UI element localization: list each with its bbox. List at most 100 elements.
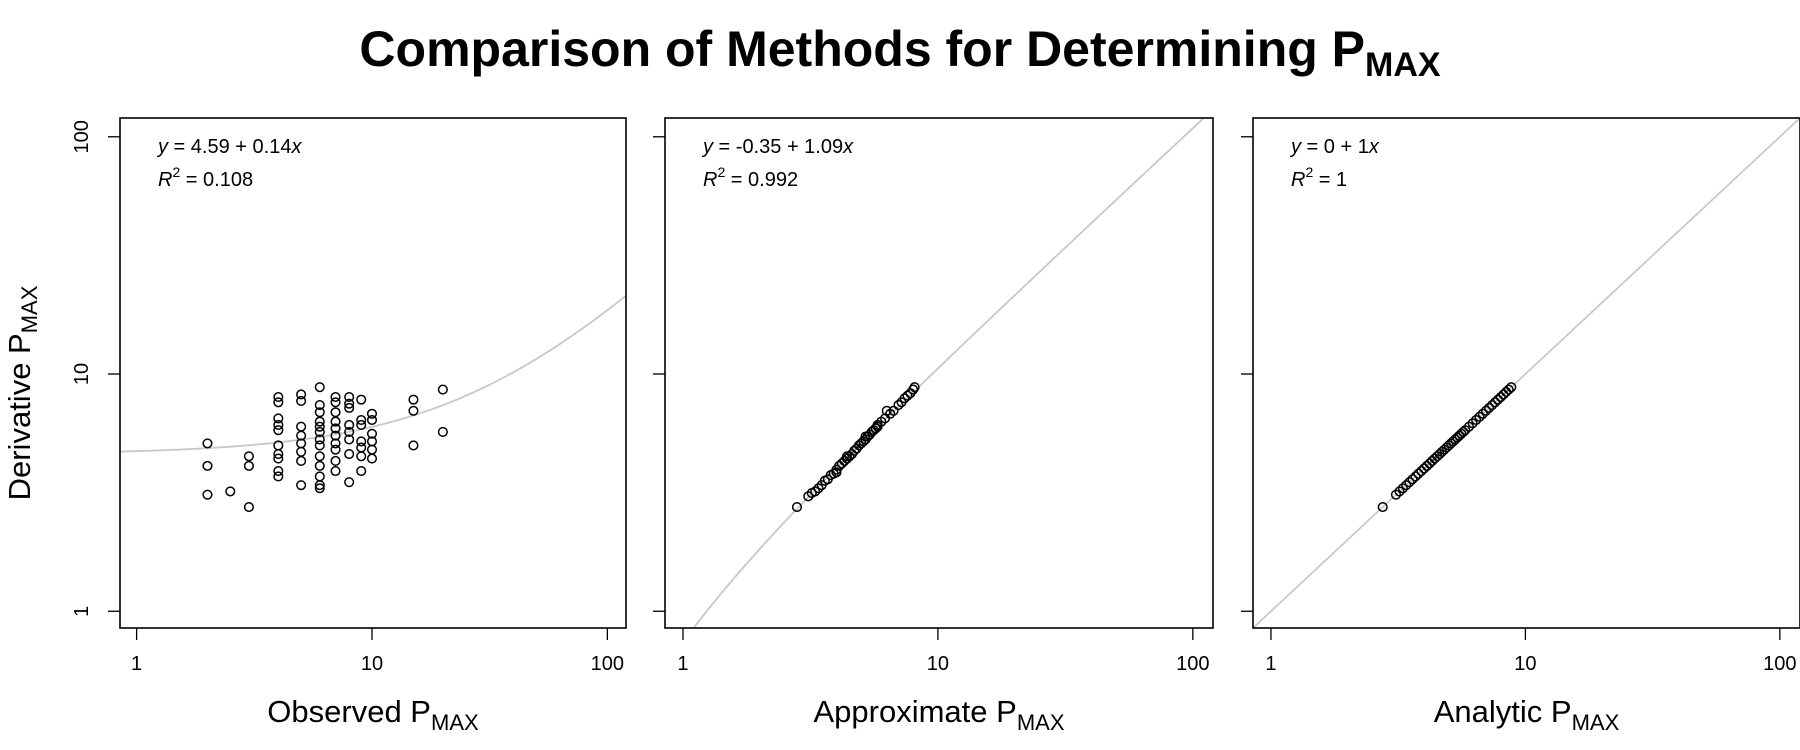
equation-y: y bbox=[1289, 136, 1302, 158]
data-point bbox=[273, 425, 284, 436]
data-point bbox=[356, 465, 367, 477]
equation-equals: = bbox=[1301, 136, 1324, 158]
data-point bbox=[841, 451, 853, 462]
data-point bbox=[1490, 397, 1501, 408]
data-point bbox=[1474, 411, 1485, 422]
equation-y: y bbox=[701, 136, 714, 158]
data-point bbox=[296, 395, 307, 407]
data-point bbox=[1419, 463, 1430, 474]
data-point bbox=[1506, 382, 1517, 393]
data-point bbox=[344, 398, 355, 409]
x-tick-label: 1 bbox=[131, 653, 142, 675]
data-point bbox=[273, 448, 284, 460]
y-tick-label: 1 bbox=[71, 606, 93, 617]
data-point bbox=[356, 394, 367, 405]
title-subscript: MAX bbox=[1365, 46, 1441, 84]
data-points bbox=[202, 382, 448, 513]
data-point bbox=[344, 448, 355, 460]
data-point bbox=[885, 408, 896, 419]
data-point bbox=[791, 501, 803, 513]
data-point bbox=[1471, 414, 1482, 426]
data-point bbox=[909, 382, 920, 393]
x-tick-label: 100 bbox=[1176, 653, 1209, 675]
x-tick-label: 10 bbox=[361, 653, 383, 675]
r-squared: R2 = 1 bbox=[1291, 164, 1347, 191]
data-point bbox=[296, 389, 307, 400]
r-squared-value: 0.108 bbox=[203, 169, 253, 191]
data-point bbox=[225, 486, 236, 497]
data-point bbox=[344, 419, 355, 431]
r-squared-equals: = bbox=[180, 169, 203, 191]
data-point bbox=[314, 421, 325, 432]
x-axis-label-main: Approximate P bbox=[813, 694, 1016, 729]
data-point bbox=[888, 405, 899, 416]
x-axis-label-subscript: MAX bbox=[431, 710, 479, 735]
data-point bbox=[356, 414, 367, 426]
equation-equals: = bbox=[713, 136, 736, 158]
data-point bbox=[296, 421, 307, 432]
data-points bbox=[791, 382, 920, 513]
data-point bbox=[408, 394, 419, 405]
data-point bbox=[366, 444, 378, 455]
data-point bbox=[273, 391, 284, 403]
equation-body: 0 + 1 bbox=[1324, 136, 1369, 158]
data-point bbox=[356, 419, 367, 431]
data-point bbox=[1477, 408, 1488, 419]
data-point bbox=[314, 407, 325, 418]
regression-equation: y = -0.35 + 1.09x bbox=[701, 136, 854, 158]
data-point bbox=[1487, 399, 1498, 411]
r-squared-label: R bbox=[703, 169, 717, 191]
data-point bbox=[1407, 474, 1418, 485]
r-squared-value: 0.992 bbox=[748, 169, 798, 191]
data-point bbox=[314, 399, 325, 411]
data-point bbox=[243, 451, 254, 462]
data-point bbox=[1492, 394, 1503, 405]
data-point bbox=[1458, 426, 1469, 437]
r-squared-exponent: 2 bbox=[172, 164, 180, 180]
y-axis-label: Derivative PMAX bbox=[2, 285, 42, 500]
fit-line bbox=[120, 294, 626, 453]
plot-frame bbox=[119, 117, 627, 629]
data-point bbox=[314, 460, 325, 471]
data-point bbox=[344, 477, 355, 488]
data-point bbox=[202, 489, 213, 500]
data-point bbox=[831, 467, 842, 478]
data-point bbox=[356, 442, 367, 453]
regression-equation: y = 0 + 1x bbox=[1289, 136, 1380, 158]
data-point bbox=[314, 382, 325, 393]
data-point bbox=[330, 407, 341, 418]
data-point bbox=[314, 434, 325, 445]
data-point bbox=[330, 430, 341, 441]
panel-2: 1 10 100 Approximate PMAX y = -0.35 + 1.09x R… bbox=[653, 117, 1214, 735]
x-axis-label: Approximate PMAX bbox=[813, 694, 1064, 735]
r-squared-equals: = bbox=[1313, 169, 1336, 191]
data-point bbox=[1480, 405, 1492, 416]
data-point bbox=[872, 419, 883, 431]
r-squared: R2 = 0.108 bbox=[158, 164, 253, 191]
data-point bbox=[860, 431, 871, 442]
data-point bbox=[314, 440, 325, 451]
data-point bbox=[1401, 480, 1412, 491]
data-point bbox=[810, 486, 821, 497]
data-point bbox=[330, 423, 341, 434]
r-squared-label: R bbox=[158, 169, 172, 191]
data-point bbox=[243, 460, 254, 471]
data-point bbox=[314, 451, 325, 462]
data-point bbox=[330, 465, 341, 477]
data-point bbox=[344, 426, 355, 437]
data-point bbox=[273, 413, 284, 424]
data-point bbox=[202, 438, 213, 449]
data-point bbox=[296, 446, 307, 457]
data-point bbox=[330, 438, 341, 449]
data-point bbox=[296, 455, 307, 467]
data-point bbox=[273, 419, 284, 431]
data-point bbox=[273, 471, 284, 482]
equation-x: x bbox=[842, 136, 854, 158]
data-point bbox=[296, 480, 307, 491]
x-axis-label-main: Analytic P bbox=[1434, 694, 1572, 729]
equation-x: x bbox=[290, 136, 302, 158]
x-tick-label: 10 bbox=[927, 653, 949, 675]
data-point bbox=[330, 455, 341, 467]
x-tick-label: 100 bbox=[591, 653, 624, 675]
